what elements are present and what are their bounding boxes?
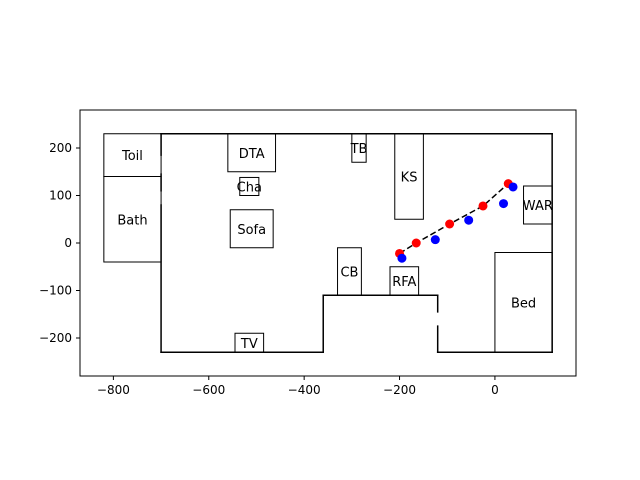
axes-frame — [79, 109, 577, 377]
room-box-bed — [494, 252, 553, 353]
y-tick-label: 200 — [49, 141, 72, 155]
y-tick-label: 100 — [49, 189, 72, 203]
room-label-bed: Bed — [511, 296, 536, 311]
room-label-sofa: Sofa — [237, 223, 266, 238]
data-point — [464, 215, 474, 225]
room-box-ks — [394, 133, 424, 220]
room-label-ks: KS — [401, 171, 418, 186]
room-label-cb: CB — [340, 266, 358, 281]
data-point — [445, 219, 455, 229]
points-layer — [395, 179, 518, 263]
x-axis: −800 −600 −400 −200 0 — [97, 376, 499, 397]
room-box-cb — [337, 247, 362, 296]
x-tick-label: 0 — [491, 383, 499, 397]
room-box-dta — [227, 133, 277, 173]
data-point — [499, 199, 509, 209]
x-tick-label: −800 — [97, 383, 130, 397]
room-label-cha: Cha — [237, 180, 262, 195]
room-box-tv — [234, 332, 265, 353]
room-label-tv: TV — [240, 337, 258, 352]
y-tick-label: −200 — [39, 331, 72, 345]
room-label-bath: Bath — [117, 213, 147, 228]
walls-layer — [160, 133, 553, 353]
room-box-sofa — [229, 209, 274, 249]
room-label-rfa: RFA — [392, 275, 416, 290]
room-box-bath — [103, 176, 162, 263]
data-point — [508, 182, 518, 192]
room-box-cha — [239, 176, 260, 196]
rooms-layer: Toil Bath DTA Cha Sofa TB KS CB RFA TV Bed WAR — [103, 133, 553, 353]
data-point — [411, 238, 421, 248]
room-label-toil: Toil — [121, 149, 143, 164]
x-tick-label: −400 — [288, 383, 321, 397]
room-label-war: WAR — [523, 199, 553, 214]
data-point — [397, 253, 407, 263]
y-axis: −200 −100 0 100 200 — [39, 141, 80, 345]
y-tick-label: 0 — [64, 236, 72, 250]
x-tick-label: −200 — [383, 383, 416, 397]
room-box-war — [523, 185, 553, 225]
y-tick-label: −100 — [39, 284, 72, 298]
data-point — [478, 201, 488, 211]
x-tick-label: −600 — [192, 383, 225, 397]
room-box-rfa — [389, 266, 420, 296]
room-box-tb — [351, 133, 367, 163]
room-label-tb: TB — [350, 142, 368, 157]
data-point — [430, 235, 440, 245]
room-label-dta: DTA — [239, 147, 265, 162]
